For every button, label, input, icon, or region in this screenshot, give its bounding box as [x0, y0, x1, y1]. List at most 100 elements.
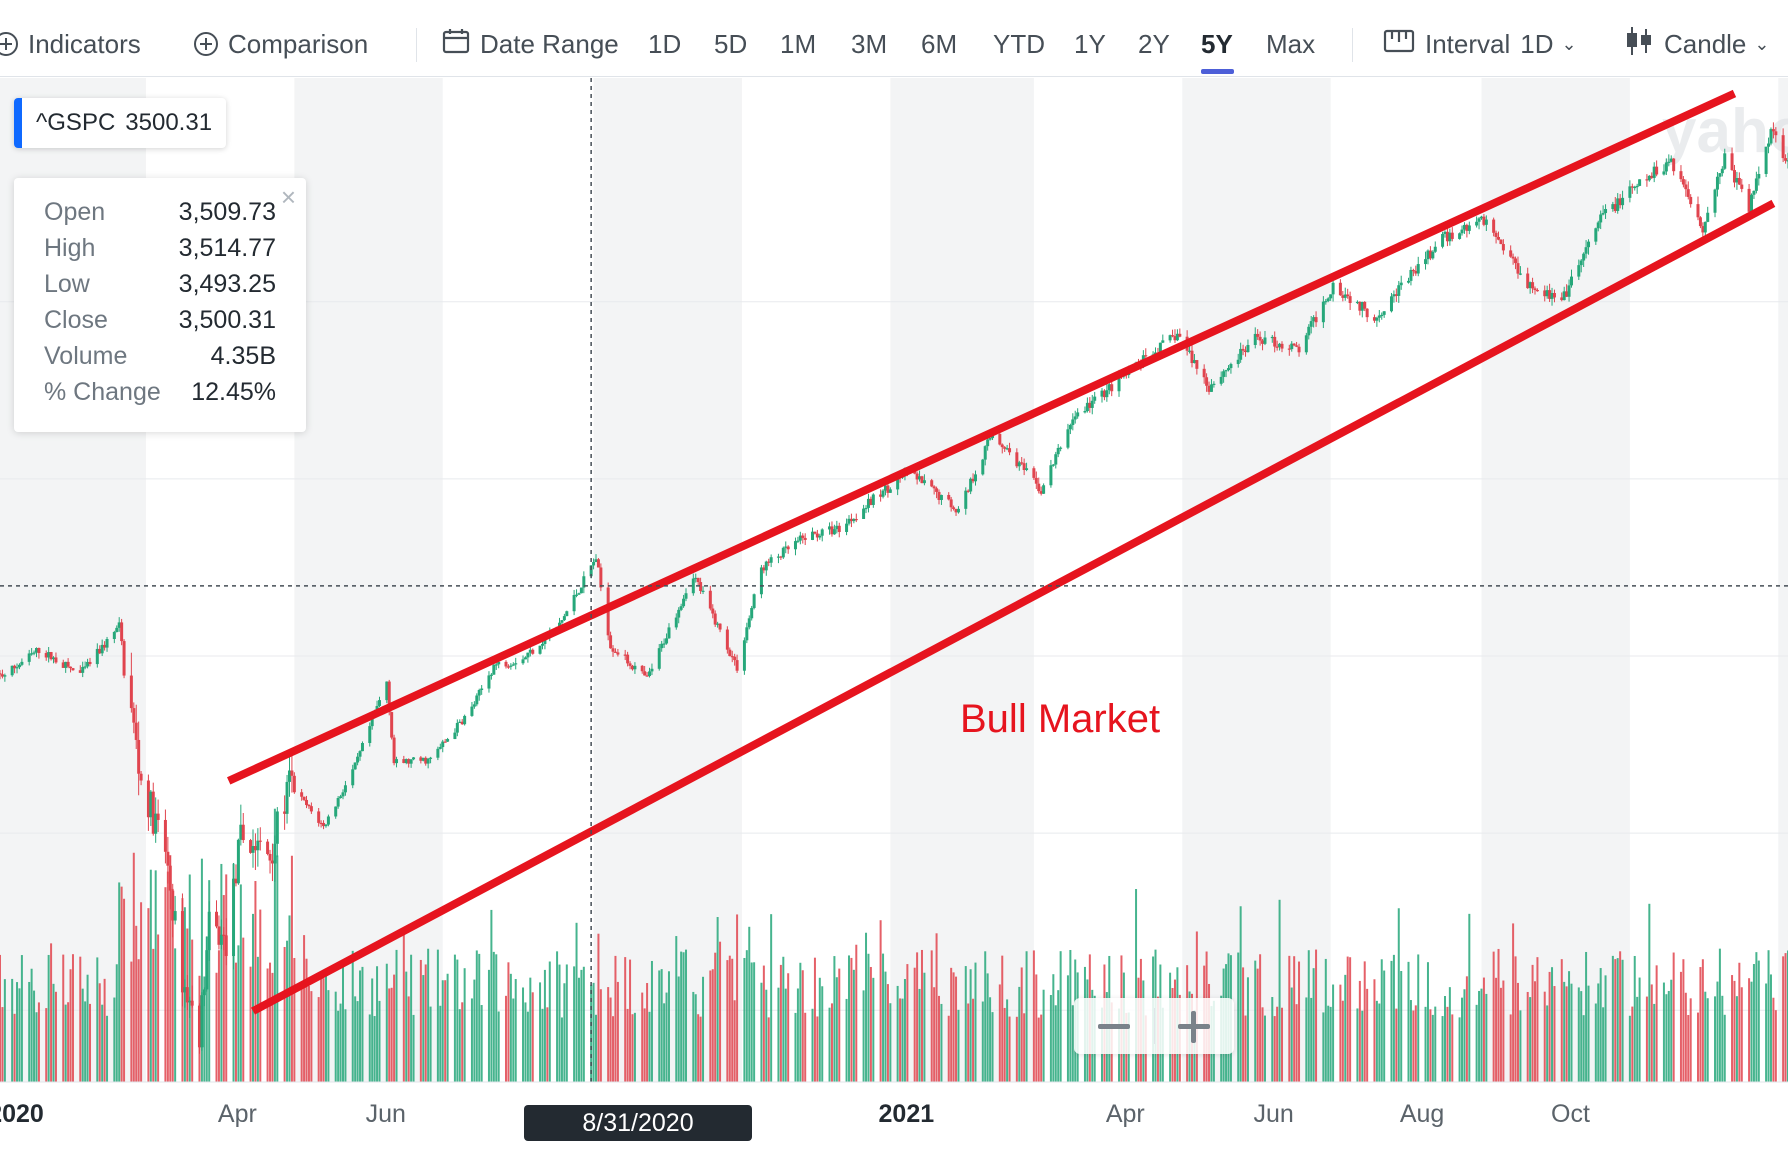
- zoom-out-button[interactable]: [1074, 998, 1154, 1054]
- range-ytd-button[interactable]: YTD: [993, 26, 1045, 62]
- volume-bar: [733, 1000, 736, 1082]
- candle-body: [1054, 454, 1058, 465]
- candle-body: [971, 478, 975, 482]
- volume-bar: [1497, 948, 1500, 1082]
- volume-bar: [1755, 952, 1758, 1082]
- indicators-button[interactable]: Indicators: [0, 26, 141, 62]
- candle-body: [1511, 256, 1515, 259]
- candle-body: [762, 567, 766, 571]
- candle-body: [34, 647, 38, 653]
- ohlc-value: 12.45%: [191, 378, 276, 406]
- candle-body: [1246, 344, 1250, 353]
- price-chart[interactable]: yahoo Bull Market 2020AprJun2021AprJunAu…: [0, 77, 1788, 1164]
- candle-body: [579, 587, 583, 594]
- candle-body: [256, 840, 260, 851]
- candle-body: [1205, 377, 1209, 386]
- candle-body: [1584, 247, 1588, 254]
- range-5d-button[interactable]: 5D: [714, 26, 747, 62]
- trend-line-upper: [227, 89, 1737, 785]
- volume-bar: [354, 996, 357, 1082]
- candle-body: [438, 747, 442, 749]
- ohlc-label: % Change: [44, 378, 161, 406]
- candle-body: [1752, 190, 1756, 195]
- candle-body: [613, 651, 617, 653]
- interval-dropdown[interactable]: Interval 1D ⌄: [1383, 26, 1577, 62]
- volume-bar: [882, 953, 885, 1082]
- candle-body: [1569, 276, 1573, 286]
- candle-body: [1088, 402, 1092, 408]
- close-icon[interactable]: ×: [280, 182, 296, 212]
- candle-body: [49, 652, 53, 660]
- x-axis: 2020 Apr Jun 2021 Apr Jun Aug Oct: [0, 1081, 1788, 1128]
- indicators-label: Indicators: [28, 28, 141, 59]
- volume-bar: [1037, 1017, 1040, 1082]
- range-1y-button[interactable]: 1Y: [1074, 26, 1106, 62]
- volume-bar: [1509, 1014, 1512, 1082]
- candle-body: [168, 865, 172, 891]
- chart-type-dropdown[interactable]: Candle ⌄: [1624, 26, 1770, 62]
- candle-body: [1375, 317, 1379, 321]
- range-2y-button[interactable]: 2Y: [1138, 26, 1170, 62]
- candle-body: [1604, 208, 1608, 214]
- range-1d-button[interactable]: 1D: [648, 26, 681, 62]
- zoom-in-button[interactable]: [1154, 998, 1234, 1054]
- candle-body: [1718, 173, 1722, 177]
- volume-bar: [98, 983, 101, 1082]
- candle-body: [1667, 161, 1671, 163]
- candle-body: [300, 792, 304, 797]
- candle-body: [463, 715, 467, 725]
- candle-body: [202, 989, 206, 996]
- candle-body: [701, 590, 705, 592]
- volume-bar: [1548, 971, 1551, 1082]
- candle-body: [918, 476, 922, 480]
- volume-bar: [1446, 1006, 1449, 1082]
- candle-body: [611, 648, 615, 652]
- volume-bar: [1765, 983, 1768, 1082]
- volume-bar: [402, 928, 405, 1082]
- comparison-button[interactable]: Comparison: [194, 26, 368, 62]
- candle-body: [1066, 429, 1070, 448]
- volume-bar: [658, 970, 661, 1082]
- candle-body: [1531, 282, 1535, 289]
- candle-body: [1416, 264, 1420, 274]
- candle-body: [292, 775, 296, 793]
- volume-bar: [828, 1007, 831, 1082]
- candle-body: [747, 618, 751, 628]
- candle-body: [677, 609, 681, 618]
- candle-body: [1042, 485, 1046, 494]
- candle-body: [1516, 263, 1520, 274]
- candle-body: [1601, 213, 1605, 215]
- candle-body: [558, 622, 562, 627]
- candle-body: [1161, 340, 1165, 343]
- volume-bar: [626, 1008, 629, 1082]
- candle-body: [538, 645, 542, 654]
- candle-body: [592, 562, 596, 566]
- range-6m-button[interactable]: 6M: [921, 26, 957, 62]
- candle-body: [146, 780, 150, 818]
- volume-bar: [1443, 996, 1446, 1082]
- volume-bar: [799, 962, 802, 1082]
- candle-body: [370, 716, 374, 727]
- volume-bar: [1057, 990, 1060, 1082]
- date-range-button[interactable]: Date Range: [442, 26, 619, 62]
- volume-bar: [548, 961, 551, 1082]
- volume-bar: [203, 976, 206, 1082]
- volume-bar: [711, 969, 714, 1082]
- volume-bar: [957, 1009, 960, 1082]
- ticker-badge[interactable]: ^GSPC 3500.31: [14, 98, 227, 148]
- candle-body: [497, 661, 501, 665]
- candle-body: [1786, 160, 1788, 162]
- x-tick-label: Jun: [1254, 1100, 1294, 1128]
- range-1m-button[interactable]: 1M: [780, 26, 816, 62]
- range-label: Max: [1266, 28, 1316, 59]
- range-3m-button[interactable]: 3M: [851, 26, 887, 62]
- volume-bar: [1278, 899, 1281, 1082]
- candle-body: [1209, 384, 1213, 392]
- candle-body: [1008, 448, 1012, 453]
- candle-body: [811, 531, 815, 540]
- volume-bar: [869, 966, 872, 1082]
- range-5y-button[interactable]: 5Y: [1201, 26, 1233, 62]
- candle-body: [69, 666, 73, 669]
- range-max-button[interactable]: Max: [1266, 26, 1315, 62]
- candle-body: [939, 494, 943, 500]
